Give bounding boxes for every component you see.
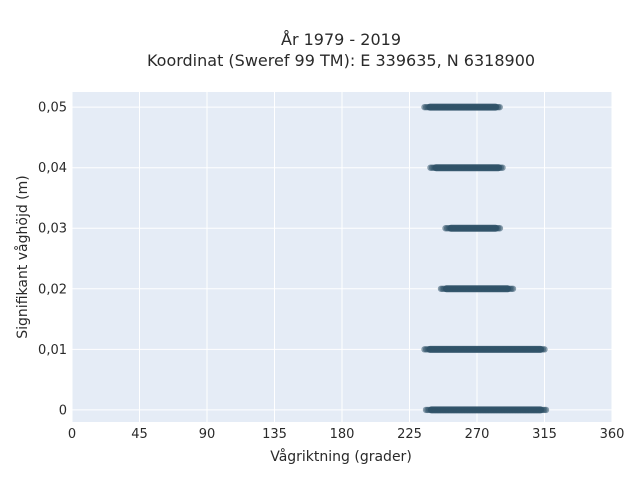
x-tick-label: 0	[68, 427, 76, 442]
data-point	[541, 346, 548, 353]
data-point	[499, 164, 506, 171]
chart-title-line1: År 1979 - 2019	[281, 30, 401, 49]
data-band	[421, 345, 548, 353]
y-tick-label: 0,03	[38, 222, 67, 237]
x-tick-label: 90	[199, 427, 216, 442]
data-band	[421, 103, 503, 111]
data-point	[496, 225, 504, 232]
y-axis-label: Signifikant våghöjd (m)	[14, 175, 31, 338]
x-tick-label: 360	[600, 427, 625, 442]
x-axis-label: Vågriktning (grader)	[270, 448, 412, 465]
x-tick-label: 180	[330, 427, 355, 442]
data-points	[421, 103, 550, 414]
data-point	[509, 285, 517, 292]
x-tick-label: 45	[131, 427, 148, 442]
y-tick-label: 0	[59, 403, 67, 418]
chart-title-line2: Koordinat (Sweref 99 TM): E 339635, N 63…	[147, 51, 535, 70]
y-tick-label: 0,01	[38, 343, 67, 358]
y-tick-label: 0,04	[38, 161, 67, 176]
data-band	[427, 164, 506, 172]
y-tick-label: 0,05	[38, 101, 67, 116]
y-axis-ticks: 0 0,01 0,02 0,03 0,04 0,05	[38, 101, 67, 419]
data-band	[437, 285, 517, 293]
data-point	[496, 103, 503, 111]
data-band	[422, 406, 550, 414]
x-tick-label: 225	[397, 427, 422, 442]
x-tick-label: 135	[262, 427, 287, 442]
data-point	[542, 406, 550, 414]
x-axis-ticks: 0 45 90 135 180 225 270 315 360	[68, 427, 625, 442]
data-band	[442, 224, 504, 232]
x-tick-label: 270	[465, 427, 490, 442]
y-tick-label: 0,02	[38, 282, 67, 297]
x-tick-label: 315	[532, 427, 557, 442]
